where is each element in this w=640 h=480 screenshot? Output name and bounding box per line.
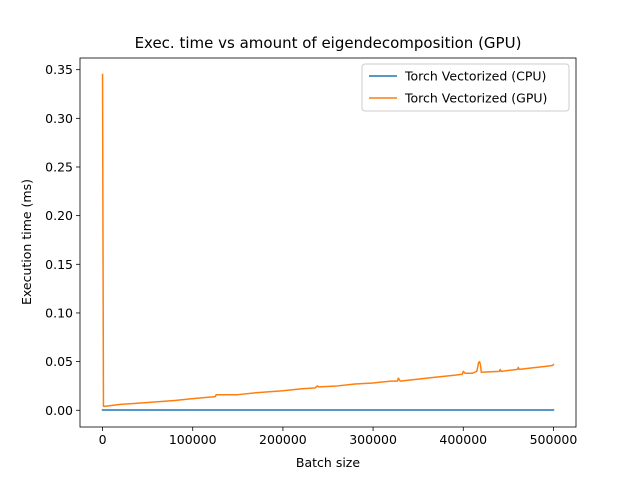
- y-tick-label: 0.20: [45, 208, 73, 223]
- x-tick-label: 200000: [259, 432, 307, 447]
- plot-area: [80, 58, 576, 427]
- plot-frame: [79, 57, 577, 428]
- axis-layer: 0 100000 200000 300000 400000 500000 0.00 0.05 0…: [45, 62, 577, 447]
- x-tick-label: 500000: [530, 432, 578, 447]
- x-tick-label: 400000: [439, 432, 487, 447]
- series-line-1: [101, 73, 555, 408]
- legend-label-1: Torch Vectorized (GPU): [404, 91, 547, 106]
- series-layer: [101, 73, 555, 411]
- x-tick-label: 300000: [349, 432, 397, 447]
- y-tick-label: 0.00: [45, 403, 73, 418]
- y-tick-label: 0.10: [45, 305, 73, 320]
- y-tick-label: 0.25: [45, 159, 73, 174]
- x-tick-label: 0: [99, 432, 107, 447]
- x-tick-label: 100000: [169, 432, 217, 447]
- y-axis-title: Execution time (ms): [19, 179, 34, 305]
- y-tick-label: 0.35: [45, 62, 73, 77]
- legend-box: [361, 63, 570, 112]
- legend: Torch Vectorized (CPU) Torch Vectorized (…: [361, 63, 570, 112]
- legend-label-0: Torch Vectorized (CPU): [404, 69, 546, 84]
- y-tick-label: 0.15: [45, 257, 73, 272]
- y-tick-label: 0.05: [45, 354, 73, 369]
- y-tick-label: 0.30: [45, 111, 73, 126]
- x-axis-title: Batch size: [296, 455, 360, 470]
- chart-title: Exec. time vs amount of eigendecompositi…: [135, 34, 522, 52]
